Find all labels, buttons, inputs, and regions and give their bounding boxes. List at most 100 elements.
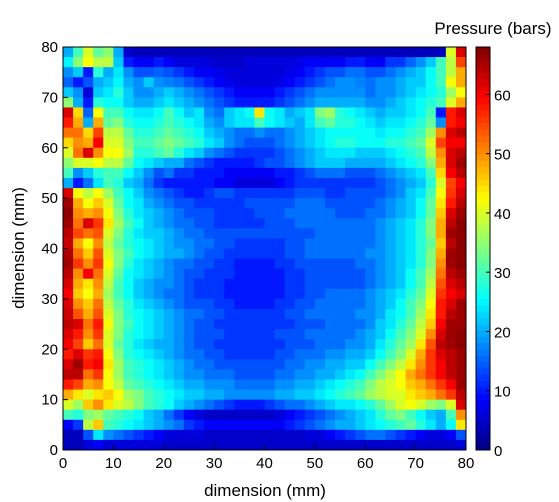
heatmap-cell bbox=[345, 87, 356, 98]
heatmap-cell bbox=[405, 238, 417, 249]
heatmap-cell bbox=[214, 208, 225, 219]
heatmap-cell bbox=[183, 379, 195, 390]
heatmap-cell bbox=[254, 359, 265, 370]
heatmap-cell bbox=[73, 389, 84, 401]
heatmap-cell bbox=[365, 57, 376, 68]
heatmap-cell bbox=[153, 439, 165, 451]
heatmap-cell bbox=[163, 329, 175, 340]
heatmap-cell bbox=[284, 188, 296, 199]
heatmap-cell bbox=[365, 278, 376, 290]
heatmap-cell bbox=[133, 87, 144, 98]
heatmap-cell bbox=[284, 268, 296, 280]
heatmap-cell bbox=[224, 127, 235, 139]
heatmap-cell bbox=[415, 188, 427, 199]
heatmap-cell bbox=[365, 97, 376, 108]
heatmap-cell bbox=[93, 329, 104, 340]
heatmap-cell bbox=[365, 248, 376, 259]
heatmap-cell bbox=[375, 369, 386, 380]
heatmap-cell bbox=[345, 248, 356, 259]
heatmap-cell bbox=[385, 137, 396, 149]
heatmap-cell bbox=[264, 218, 275, 229]
heatmap-cell bbox=[93, 248, 104, 259]
heatmap-cell bbox=[204, 97, 215, 108]
heatmap-cell bbox=[73, 308, 84, 320]
heatmap-cell bbox=[73, 167, 84, 179]
heatmap-cell bbox=[163, 198, 175, 209]
heatmap-cell bbox=[365, 188, 376, 199]
heatmap-cell bbox=[294, 268, 306, 280]
heatmap-cell bbox=[234, 188, 245, 199]
colorbar-swatch bbox=[476, 248, 490, 256]
heatmap-cell bbox=[264, 47, 275, 58]
heatmap-cell bbox=[183, 429, 195, 441]
heatmap-cell bbox=[193, 218, 205, 229]
heatmap-cell bbox=[314, 177, 326, 189]
heatmap-cell bbox=[294, 419, 306, 431]
heatmap-cell bbox=[63, 308, 74, 320]
heatmap-cell bbox=[113, 208, 124, 219]
heatmap-cell bbox=[284, 218, 296, 229]
colorbar-swatch bbox=[476, 185, 490, 193]
heatmap-cell bbox=[365, 177, 376, 189]
heatmap-cell bbox=[123, 87, 134, 98]
colorbar-swatch bbox=[476, 349, 490, 357]
heatmap-cell bbox=[435, 339, 447, 350]
heatmap-cell bbox=[445, 228, 457, 239]
heatmap-cell bbox=[123, 57, 134, 68]
heatmap-cell bbox=[304, 329, 316, 340]
heatmap-cell bbox=[415, 157, 427, 169]
heatmap-cell bbox=[435, 319, 447, 330]
heatmap-cell bbox=[314, 319, 326, 330]
heatmap-cell bbox=[163, 319, 175, 330]
heatmap-cell bbox=[83, 319, 94, 330]
heatmap-cell bbox=[314, 248, 326, 259]
heatmap-cell bbox=[183, 319, 195, 330]
heatmap-cell bbox=[73, 379, 84, 390]
heatmap-cell bbox=[214, 319, 225, 330]
heatmap-cell bbox=[324, 308, 336, 320]
heatmap-cell bbox=[335, 57, 346, 68]
heatmap-cell bbox=[385, 47, 396, 58]
heatmap-cell bbox=[83, 349, 94, 360]
heatmap-cell bbox=[113, 218, 124, 229]
heatmap-cell bbox=[365, 107, 376, 118]
heatmap-cell bbox=[244, 379, 255, 390]
colorbar-swatch bbox=[476, 229, 490, 237]
heatmap-cell bbox=[365, 47, 376, 58]
heatmap-cell bbox=[204, 298, 215, 310]
heatmap-cell bbox=[284, 198, 296, 209]
heatmap-cell bbox=[355, 439, 366, 451]
heatmap-cell bbox=[63, 329, 74, 340]
heatmap-cell bbox=[345, 278, 356, 290]
heatmap-cell bbox=[435, 399, 447, 411]
heatmap-cell bbox=[254, 228, 265, 239]
heatmap-cell bbox=[375, 107, 386, 118]
heatmap-cell bbox=[204, 339, 215, 350]
heatmap-cell bbox=[425, 268, 437, 280]
heatmap-cell bbox=[103, 389, 114, 401]
heatmap-cell bbox=[83, 258, 94, 270]
heatmap-cell bbox=[73, 369, 84, 380]
heatmap-cell bbox=[73, 298, 84, 310]
heatmap-cell bbox=[284, 298, 296, 310]
heatmap-cell bbox=[244, 399, 255, 411]
heatmap-cell bbox=[93, 349, 104, 360]
colorbar-swatch bbox=[476, 336, 490, 344]
heatmap-cell bbox=[385, 177, 396, 189]
heatmap-cell bbox=[274, 369, 286, 380]
heatmap-cell bbox=[254, 409, 265, 421]
heatmap-cell bbox=[123, 248, 134, 259]
heatmap-cell bbox=[183, 298, 195, 310]
heatmap-cell bbox=[284, 399, 296, 411]
heatmap-cell bbox=[193, 308, 205, 320]
heatmap-cell bbox=[234, 389, 245, 401]
heatmap-cell bbox=[395, 107, 406, 118]
heatmap-cell bbox=[355, 298, 366, 310]
heatmap-cell bbox=[103, 258, 114, 270]
heatmap-cell bbox=[183, 369, 195, 380]
heatmap-cell bbox=[284, 409, 296, 421]
heatmap-cell bbox=[93, 208, 104, 219]
heatmap-cell bbox=[244, 188, 255, 199]
heatmap-cell bbox=[63, 389, 74, 401]
heatmap-cell bbox=[133, 329, 144, 340]
